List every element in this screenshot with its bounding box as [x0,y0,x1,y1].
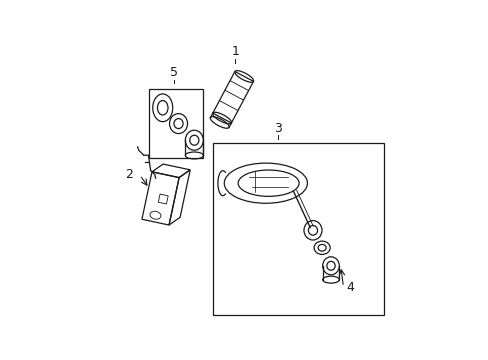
Text: 4: 4 [346,281,354,294]
Bar [149,89,203,158]
Text: 1: 1 [231,45,239,58]
Bar [213,143,383,315]
Text: 2: 2 [124,168,133,181]
Text: 3: 3 [273,122,281,135]
Text: 5: 5 [170,66,178,79]
